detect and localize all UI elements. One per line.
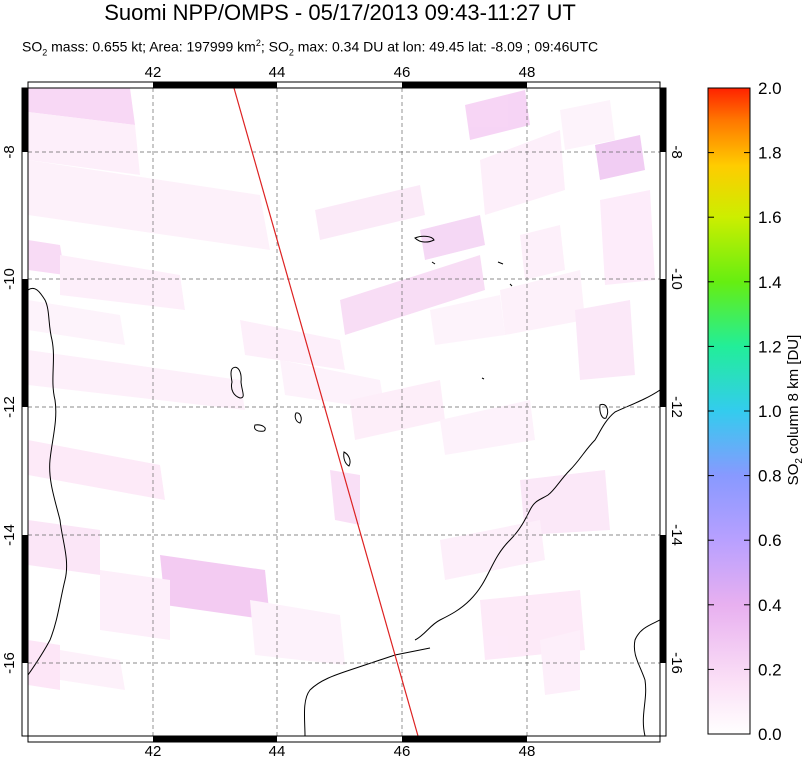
subtitle-mass-sub: 2 [42,47,48,58]
subtitle-mass-label: SO [22,38,43,55]
lon-tick-top-44: 44 [269,64,286,81]
subtitle-mass-text: mass: 0.655 kt; Area: 197999 km [47,38,256,55]
graticule [28,88,660,736]
colorbar-tick-label: 2.0 [758,79,782,98]
lat-tick-left-16: -16 [1,652,18,674]
lat-tick-right-14: -14 [668,524,685,546]
lon-tick-top-46: 46 [394,64,411,81]
colorbar-ticks: 2.0 1.8 1.6 1.4 1.2 1.0 0.8 0.6 0.4 0.2 0.0 [708,79,782,744]
colorbar [707,87,751,735]
lon-tick-bottom-44: 44 [269,743,286,759]
orbit-track-line [233,87,419,737]
lon-tick-bottom-42: 42 [145,743,162,759]
lat-tick-left-12: -12 [1,396,18,418]
colorbar-label-sub: 2 [794,458,805,464]
colorbar-tick-label: 0.2 [758,660,782,679]
colorbar-tick-label: 0.8 [758,467,782,486]
lat-tick-right-8: -8 [668,145,685,158]
lat-tick-left-8: -8 [1,145,18,158]
colorbar-tick-label: 1.4 [758,273,782,292]
colorbar-tick-label: 0.0 [758,725,782,744]
colorbar-tick-label: 1.0 [758,402,782,421]
lon-tick-top-48: 48 [519,64,536,81]
colorbar-tick-label: 1.2 [758,337,782,356]
colorbar-tick-label: 0.6 [758,531,782,550]
map-title: Suomi NPP/OMPS - 05/17/2013 09:43-11:27 … [104,0,576,25]
colorbar-label-rest: column 8 km [DU] [785,335,802,458]
colorbar-tick-label: 1.6 [758,208,782,227]
coastlines [28,235,660,736]
subtitle-max-text: max: 0.34 DU at lon: 49.45 lat: -8.09 ; … [293,38,599,55]
lat-tick-right-16: -16 [668,652,685,674]
so2-swath-pixels [28,88,655,695]
lat-tick-right-12: -12 [668,396,685,418]
lat-tick-left-10: -10 [1,268,18,290]
subtitle-area-sup: 2 [255,38,261,48]
lon-tick-top-42: 42 [145,64,162,81]
colorbar-label-main: SO [785,464,802,486]
lat-tick-left-14: -14 [1,524,18,546]
map-subtitle: SO2 mass: 0.655 kt; Area: 197999 km2; SO… [0,34,807,61]
colorbar-tick-label: 0.4 [758,596,782,615]
map-frame [21,81,667,743]
colorbar-tick-label: 1.8 [758,144,782,163]
subtitle-max-sub: 2 [288,47,294,58]
lon-tick-bottom-46: 46 [394,743,411,759]
subtitle-max-label: ; SO [260,38,289,55]
lat-tick-right-10: -10 [668,268,685,290]
colorbar-label: SO2 column 8 km [DU] [785,335,805,486]
lon-tick-bottom-48: 48 [519,743,536,759]
